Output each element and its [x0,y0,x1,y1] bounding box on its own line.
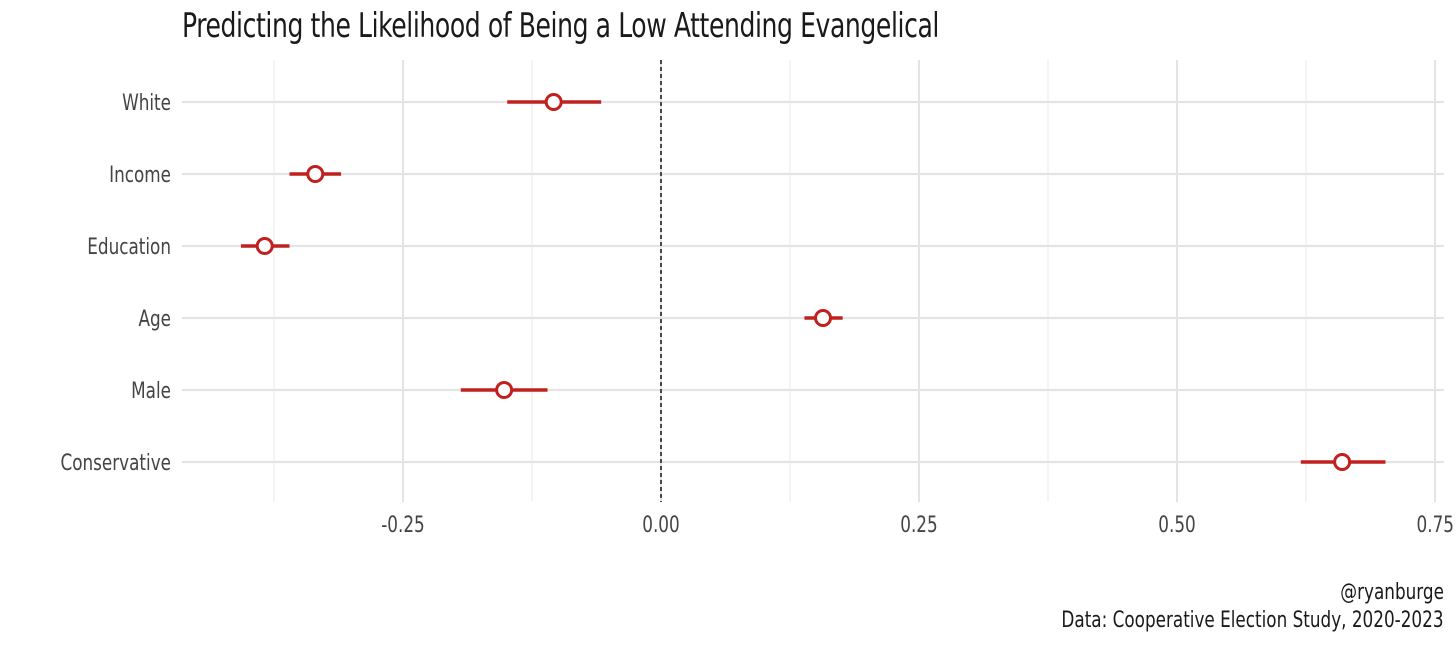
y-tick-label: Male [131,378,171,404]
y-tick-label: Income [109,162,171,188]
x-tick-label: 0.50 [1158,512,1195,538]
y-tick-label: Education [87,234,171,260]
point-estimate [495,381,514,399]
x-tick-label: 0.00 [642,512,679,538]
caption-source: Data: Cooperative Election Study, 2020-2… [1061,608,1444,633]
chart-title: Predicting the Likelihood of Being a Low… [182,6,939,46]
caption-handle: @ryanburge [1340,580,1444,605]
point-estimate [1333,453,1352,471]
point-estimate [306,165,325,183]
x-tick-label: 0.75 [1417,512,1454,538]
point-estimate [255,237,274,255]
x-tick-label: -0.25 [381,512,425,538]
point-estimate [544,93,563,111]
y-tick-label: Age [138,306,171,332]
x-tick-label: 0.25 [900,512,937,538]
y-tick-label: White [122,90,171,116]
y-tick-label: Conservative [60,450,171,476]
point-estimate [814,309,833,327]
